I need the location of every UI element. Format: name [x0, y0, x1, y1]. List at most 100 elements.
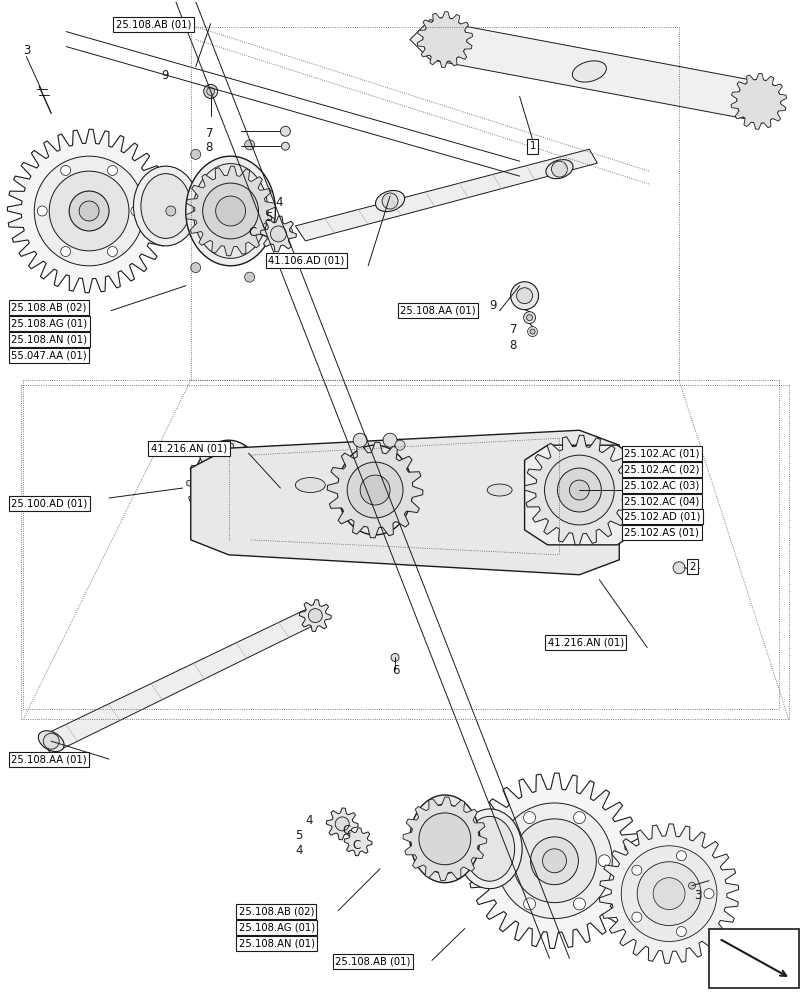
Text: 8: 8	[509, 339, 517, 352]
Polygon shape	[524, 445, 638, 545]
Ellipse shape	[417, 804, 472, 874]
Circle shape	[270, 226, 286, 242]
Bar	[708, 929, 798, 988]
Circle shape	[281, 142, 289, 150]
Circle shape	[383, 433, 397, 447]
Polygon shape	[39, 610, 315, 754]
Circle shape	[688, 882, 695, 889]
Polygon shape	[402, 797, 486, 881]
Circle shape	[360, 475, 389, 505]
Circle shape	[69, 191, 109, 231]
Text: 41.216.AN (01): 41.216.AN (01)	[547, 638, 623, 648]
Polygon shape	[186, 166, 275, 256]
Circle shape	[204, 460, 253, 510]
Circle shape	[382, 193, 397, 209]
Polygon shape	[260, 216, 296, 252]
Polygon shape	[327, 442, 423, 538]
Circle shape	[131, 206, 141, 216]
Text: 25.108.AN (01): 25.108.AN (01)	[11, 335, 88, 345]
Circle shape	[527, 327, 537, 337]
Text: 9: 9	[489, 299, 496, 312]
Text: 25.102.AC (03): 25.102.AC (03)	[624, 480, 698, 490]
Ellipse shape	[203, 176, 258, 246]
Text: 3: 3	[693, 889, 701, 902]
Circle shape	[308, 609, 322, 623]
Ellipse shape	[38, 731, 64, 752]
Circle shape	[744, 87, 772, 115]
Text: 25.108.AA (01): 25.108.AA (01)	[11, 754, 87, 764]
Polygon shape	[187, 443, 270, 527]
Ellipse shape	[186, 156, 275, 266]
Circle shape	[191, 149, 200, 159]
Circle shape	[79, 201, 99, 221]
Circle shape	[43, 733, 59, 749]
Polygon shape	[466, 773, 642, 948]
Circle shape	[37, 206, 47, 216]
Text: 2: 2	[689, 562, 694, 572]
Circle shape	[244, 140, 255, 150]
Circle shape	[598, 855, 610, 867]
Ellipse shape	[193, 164, 268, 258]
Text: 25.108.AB (01): 25.108.AB (01)	[335, 956, 410, 966]
Text: 4: 4	[295, 844, 303, 857]
Text: C: C	[341, 824, 350, 837]
Circle shape	[557, 468, 601, 512]
Circle shape	[391, 653, 398, 661]
Text: 1: 1	[529, 141, 535, 151]
Circle shape	[203, 183, 258, 239]
Circle shape	[573, 812, 585, 824]
Circle shape	[523, 898, 535, 910]
Ellipse shape	[345, 454, 405, 526]
Ellipse shape	[201, 449, 255, 521]
Polygon shape	[730, 73, 786, 129]
Text: 5: 5	[265, 211, 272, 224]
Circle shape	[216, 196, 245, 226]
Polygon shape	[410, 20, 778, 121]
Circle shape	[631, 865, 641, 875]
Ellipse shape	[295, 478, 325, 493]
Text: 25.108.AB (02): 25.108.AB (02)	[238, 907, 314, 917]
Circle shape	[703, 889, 713, 899]
Text: 6: 6	[392, 664, 399, 677]
Text: 25.108.AG (01): 25.108.AG (01)	[11, 319, 88, 329]
Ellipse shape	[141, 174, 191, 238]
Polygon shape	[295, 149, 597, 241]
Text: 41.106.AD (01): 41.106.AD (01)	[268, 256, 345, 266]
Circle shape	[496, 803, 611, 919]
Text: 25.108.AA (01): 25.108.AA (01)	[400, 306, 475, 316]
Circle shape	[49, 171, 129, 251]
Circle shape	[418, 813, 470, 865]
Polygon shape	[326, 808, 358, 840]
Circle shape	[335, 817, 349, 831]
Ellipse shape	[572, 61, 606, 82]
Text: 25.108.AB (02): 25.108.AB (02)	[11, 303, 87, 313]
Circle shape	[551, 161, 567, 177]
Text: 25.108.AN (01): 25.108.AN (01)	[238, 938, 314, 948]
Polygon shape	[524, 435, 633, 545]
Text: 25.102.AC (04): 25.102.AC (04)	[624, 496, 698, 506]
Circle shape	[637, 862, 700, 926]
Text: 9: 9	[161, 69, 168, 82]
Text: 41.216.AN (01): 41.216.AN (01)	[151, 443, 227, 453]
Circle shape	[216, 472, 241, 498]
Text: 7: 7	[509, 323, 517, 336]
Circle shape	[510, 282, 538, 310]
Circle shape	[34, 156, 144, 266]
Ellipse shape	[545, 160, 573, 179]
Polygon shape	[344, 828, 371, 856]
Ellipse shape	[194, 440, 263, 530]
Circle shape	[676, 927, 685, 937]
Circle shape	[573, 898, 585, 910]
Circle shape	[530, 837, 577, 885]
Circle shape	[569, 480, 589, 500]
Circle shape	[676, 851, 685, 861]
Circle shape	[736, 79, 779, 123]
Circle shape	[620, 846, 716, 941]
Ellipse shape	[487, 484, 512, 496]
Ellipse shape	[133, 166, 198, 246]
Text: 55.047.AA (01): 55.047.AA (01)	[11, 351, 87, 361]
Ellipse shape	[464, 816, 514, 881]
Circle shape	[282, 227, 292, 237]
Circle shape	[516, 288, 532, 304]
Circle shape	[61, 165, 71, 175]
